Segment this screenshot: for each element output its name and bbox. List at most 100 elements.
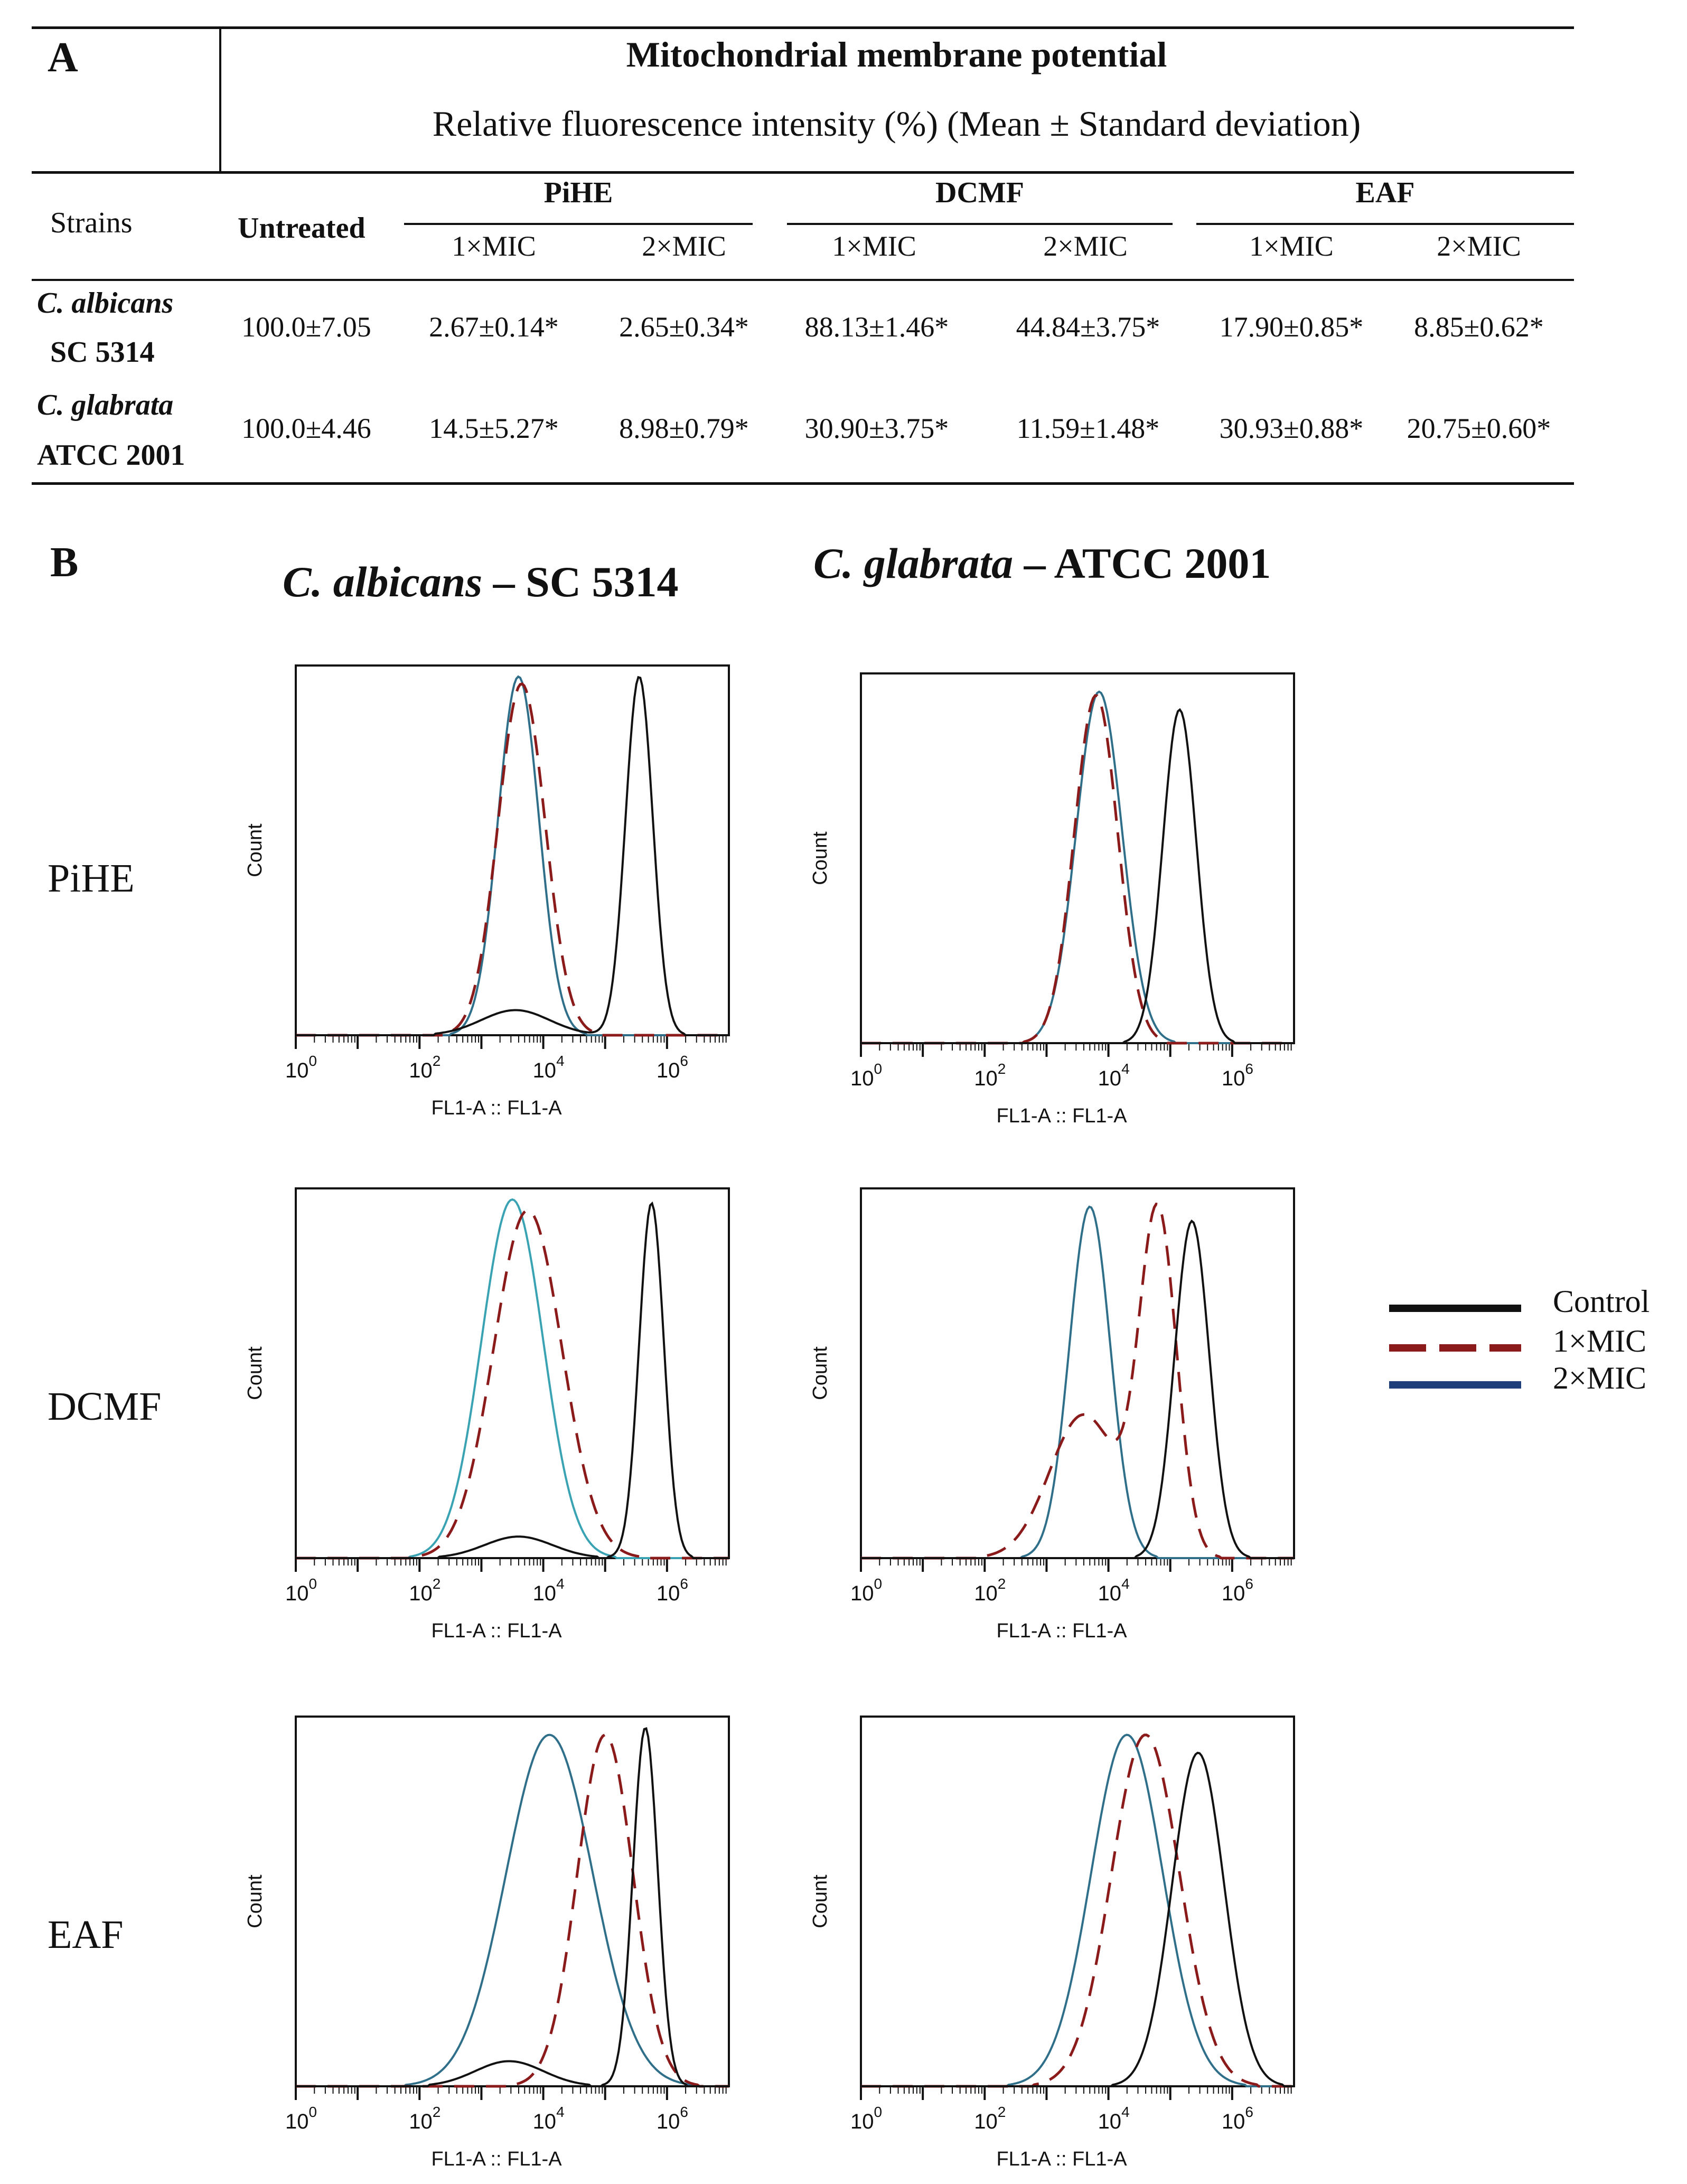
series-2xmic-curve: [861, 1733, 1294, 2087]
table-bottom-rule: [32, 482, 1574, 485]
x-tick-exponent: 0: [309, 1053, 317, 1069]
legend-swatch-control: [1389, 1305, 1521, 1312]
y-axis-label: Count: [244, 1346, 266, 1400]
histogram-dcmf-albicans: 100 102 104 106 FL1-A :: FL1-A Count: [222, 1187, 730, 1653]
histogram-pihe-glabrata: 100 102 104 106 FL1-A :: FL1-A Count: [787, 672, 1295, 1138]
x-tick-exponent: 2: [433, 2104, 441, 2120]
series-2xmic-curve: [296, 1198, 729, 1559]
series-control-curve: [296, 1727, 729, 2087]
row2-eaf-1mic: 30.93±0.88*: [1219, 413, 1364, 444]
x-tick-label: 106: [1222, 1576, 1253, 1605]
x-axis-label: FL1-A :: FL1-A: [431, 2148, 562, 2170]
row1-eaf-2mic: 8.85±0.62*: [1414, 311, 1544, 343]
row1-strain-id: SC 5314: [50, 336, 155, 369]
group-rule-pihe: [404, 223, 753, 225]
legend-label-1mic: 1×MIC: [1553, 1324, 1647, 1358]
x-tick-label: 106: [657, 1576, 688, 1605]
column-title-albicans-species: C. albicans: [283, 558, 483, 606]
x-tick-exponent: 2: [998, 1576, 1006, 1592]
y-axis-label: Count: [244, 1874, 266, 1928]
series-control-curve: [861, 1751, 1294, 2087]
x-tick-exponent: 0: [874, 1576, 883, 1592]
panel-letter-a: A: [48, 34, 78, 81]
x-axis-label: FL1-A :: FL1-A: [996, 1620, 1127, 1642]
subheader-eaf-1mic: 1×MIC: [1249, 230, 1334, 262]
plot-frame: [295, 1716, 730, 2087]
column-title-glabrata-species: C. glabrata: [813, 539, 1014, 587]
subheader-dcmf-1mic: 1×MIC: [832, 230, 916, 262]
series-1xmic-curve: [296, 682, 729, 1037]
x-tick-exponent: 4: [1121, 1061, 1130, 1077]
subheader-dcmf-2mic: 2×MIC: [1043, 230, 1128, 262]
x-tick-exponent: 6: [680, 1053, 688, 1069]
table-title: Mitochondrial membrane potential: [626, 34, 1167, 74]
series-1xmic-curve: [861, 1733, 1294, 2088]
x-tick-exponent: 2: [998, 2104, 1006, 2120]
plot-frame: [860, 672, 1295, 1044]
group-header-pihe: PiHE: [543, 176, 613, 209]
x-axis-label: FL1-A :: FL1-A: [431, 1097, 562, 1119]
untreated-header: Untreated: [238, 212, 365, 245]
x-tick-label: 102: [409, 1576, 441, 1605]
plot-frame: [295, 1187, 730, 1559]
legend-label-control: Control: [1553, 1284, 1650, 1319]
row1-eaf-1mic: 17.90±0.85*: [1219, 311, 1364, 343]
x-tick-exponent: 6: [1245, 1576, 1253, 1592]
x-tick-label: 104: [1098, 1576, 1130, 1605]
x-tick-label: 102: [974, 2104, 1006, 2133]
x-tick-exponent: 6: [1245, 2104, 1253, 2120]
table-header-divider: [219, 26, 221, 171]
legend-swatch-1mic: [1389, 1344, 1521, 1352]
x-tick-exponent: 4: [1121, 2104, 1130, 2120]
x-tick-exponent: 0: [874, 2104, 883, 2120]
y-axis-label: Count: [244, 823, 266, 877]
row2-strain-name: C. glabrata: [37, 389, 174, 421]
x-tick-label: 100: [850, 1576, 882, 1605]
row-label-eaf: EAF: [48, 1913, 124, 1957]
plot-frame: [860, 1716, 1295, 2087]
row1-pihe-2mic: 2.65±0.34*: [619, 311, 749, 343]
row1-dcmf-2mic: 44.84±3.75*: [1016, 311, 1160, 343]
x-tick-label: 106: [657, 2104, 688, 2133]
x-tick-exponent: 2: [433, 1053, 441, 1069]
series-1xmic-curve: [296, 1733, 729, 2088]
row2-strain-id: ATCC 2001: [37, 439, 185, 472]
series-2xmic-curve: [861, 690, 1294, 1044]
histogram-eaf-albicans: 100 102 104 106 FL1-A :: FL1-A Count: [222, 1716, 730, 2181]
x-tick-exponent: 4: [556, 2104, 565, 2120]
x-tick-exponent: 0: [309, 1576, 317, 1592]
x-tick-label: 104: [1098, 2104, 1130, 2133]
x-tick-label: 106: [657, 1053, 688, 1082]
x-tick-label: 102: [974, 1576, 1006, 1605]
x-axis-label: FL1-A :: FL1-A: [996, 1105, 1127, 1127]
x-tick-label: 104: [533, 1576, 565, 1605]
x-tick-exponent: 4: [556, 1576, 565, 1592]
legend-label-2mic: 2×MIC: [1553, 1361, 1647, 1395]
histogram-eaf-glabrata: 100 102 104 106 FL1-A :: FL1-A Count: [787, 1716, 1295, 2181]
row2-pihe-2mic: 8.98±0.79*: [619, 413, 749, 444]
table-subtitle: Relative fluorescence intensity (%) (Mea…: [432, 104, 1361, 144]
x-tick-label: 100: [850, 1061, 882, 1090]
x-tick-label: 104: [533, 1053, 565, 1082]
x-tick-exponent: 2: [433, 1576, 441, 1592]
column-title-glabrata: C. glabrata – ATCC 2001: [813, 539, 1271, 588]
plot-frame: [860, 1187, 1295, 1559]
results-table: A Mitochondrial membrane potential Relat…: [32, 26, 1574, 486]
row2-untreated: 100.0±4.46: [241, 413, 371, 444]
x-tick-exponent: 0: [874, 1061, 883, 1077]
y-axis-label: Count: [809, 1874, 831, 1928]
x-tick-label: 106: [1222, 1061, 1253, 1090]
group-rule-eaf: [1196, 223, 1574, 225]
group-rule-dcmf: [787, 223, 1173, 225]
series-control-curve: [296, 676, 729, 1036]
x-tick-label: 106: [1222, 2104, 1253, 2133]
subheader-pihe-2mic: 2×MIC: [642, 230, 726, 262]
y-axis-label: Count: [809, 831, 831, 885]
row1-untreated: 100.0±7.05: [241, 311, 371, 343]
x-tick-label: 102: [974, 1061, 1006, 1090]
